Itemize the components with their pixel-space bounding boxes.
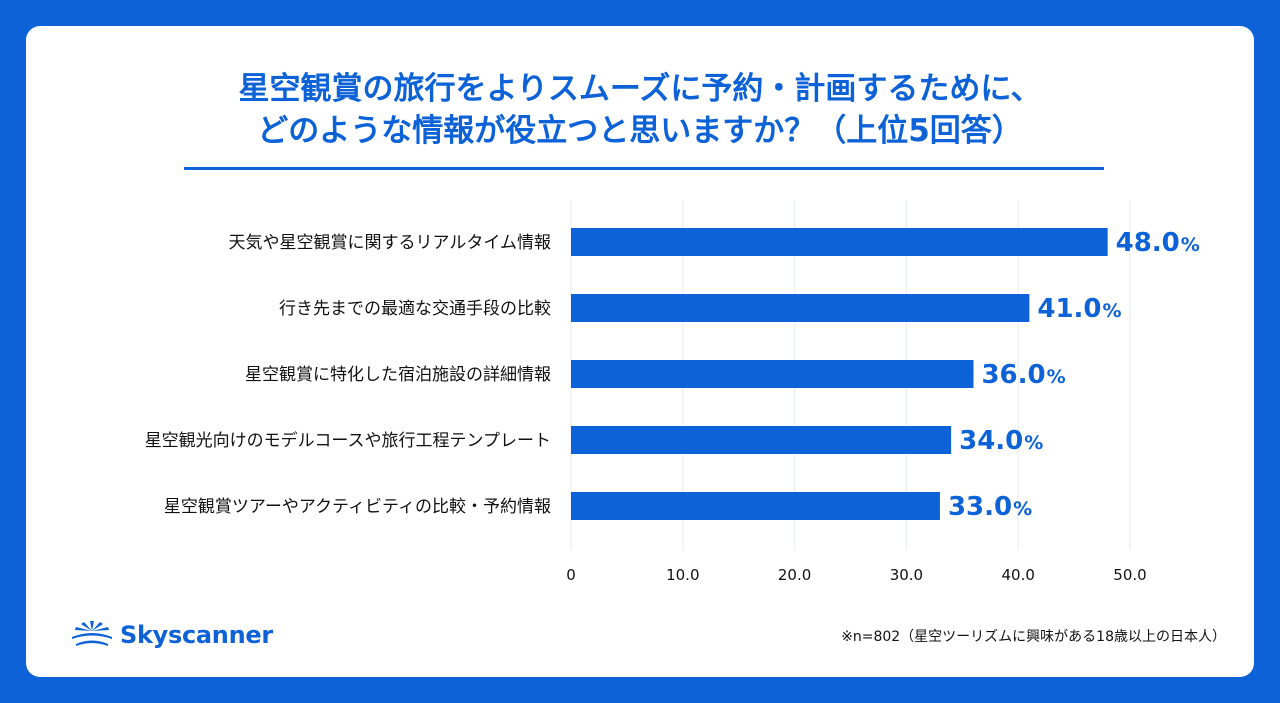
- x-tick-label: 0: [566, 566, 576, 584]
- title-line-1: 星空観賞の旅行をよりスムーズに予約・計画するために、: [238, 71, 1042, 107]
- sunrise-logo-icon: [72, 621, 112, 646]
- title-line-2: どのような情報が役立つと思いますか？（上位5回答）: [257, 113, 1023, 149]
- x-tick-label: 50.0: [1113, 566, 1146, 584]
- chart-title: 星空観賞の旅行をよりスムーズに予約・計画するために、 どのような情報が役立つと思…: [26, 68, 1254, 152]
- chart-card: 星空観賞の旅行をよりスムーズに予約・計画するために、 どのような情報が役立つと思…: [26, 26, 1254, 677]
- category-label: 星空観賞ツアーやアクティビティの比較・予約情報: [164, 497, 551, 517]
- x-tick-label: 10.0: [666, 566, 699, 584]
- bar: [571, 294, 1030, 322]
- value-label: 41.0%: [1037, 294, 1121, 324]
- x-tick-label: 30.0: [890, 566, 923, 584]
- bar: [571, 228, 1108, 256]
- category-label: 星空観賞に特化した宿泊施設の詳細情報: [245, 365, 551, 385]
- sample-footnote: ※n=802（星空ツーリズムに興味がある18歳以上の日本人）: [841, 629, 1226, 645]
- brand-name: Skyscanner: [120, 621, 273, 649]
- category-label: 星空観光向けのモデルコースや旅行工程テンプレート: [145, 430, 551, 451]
- label-layer: 天気や星空観賞に関するリアルタイム情報 48.0% 行き先までの最適な交通手段の比較…: [145, 228, 1200, 522]
- tick-layer: 0 10.0 20.0 30.0 40.0 50.0: [566, 566, 1146, 584]
- bar: [571, 426, 952, 454]
- bar: [571, 492, 940, 520]
- title-underline: [184, 167, 1104, 170]
- value-label: 36.0%: [981, 360, 1065, 390]
- x-tick-label: 20.0: [778, 566, 811, 584]
- x-tick-label: 40.0: [1001, 566, 1034, 584]
- value-label: 33.0%: [948, 492, 1032, 522]
- value-label: 48.0%: [1116, 228, 1200, 258]
- bar: [571, 360, 974, 388]
- skyscanner-logo: Skyscanner: [70, 618, 273, 652]
- bar-layer: [571, 228, 1108, 520]
- category-label: 行き先までの最適な交通手段の比較: [279, 299, 551, 319]
- category-label: 天気や星空観賞に関するリアルタイム情報: [229, 233, 552, 253]
- value-label: 34.0%: [959, 426, 1043, 456]
